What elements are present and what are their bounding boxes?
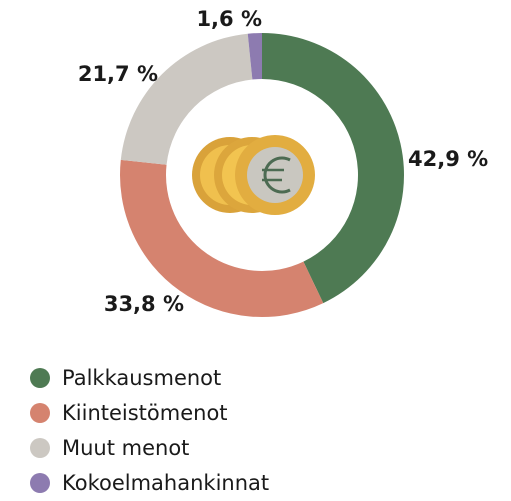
legend-swatch	[30, 473, 50, 493]
data-label: 21,7 %	[78, 62, 158, 86]
donut-slice	[247, 33, 262, 80]
coin-icon	[192, 135, 315, 215]
data-label: 42,9 %	[408, 147, 488, 171]
legend-label: Muut menot	[62, 436, 189, 460]
legend-swatch	[30, 368, 50, 388]
data-label: 1,6 %	[196, 7, 262, 31]
legend-label: Kokoelmahankinnat	[62, 471, 269, 495]
donut-slice	[120, 159, 324, 317]
legend-swatch	[30, 403, 50, 423]
donut-slice	[262, 33, 404, 304]
legend-label: Palkkausmenot	[62, 366, 221, 390]
legend-label: Kiinteistömenot	[62, 401, 228, 425]
data-label: 33,8 %	[104, 292, 184, 316]
donut-slice	[120, 33, 253, 165]
legend-swatch	[30, 438, 50, 458]
